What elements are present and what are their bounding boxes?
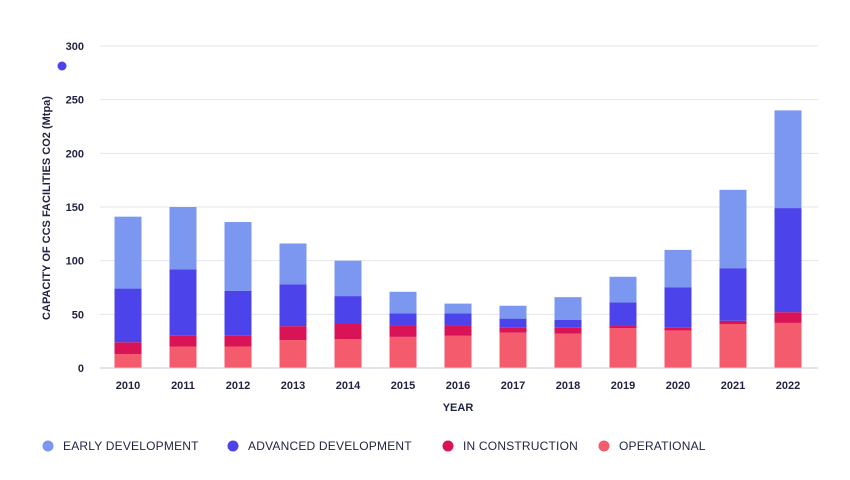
bar-2015-in-construction (389, 325, 417, 337)
y-tick-250: 250 (66, 95, 84, 107)
bar-2010-operational (114, 354, 142, 368)
bar-2015-early-development (389, 291, 417, 314)
y-tick-300: 300 (66, 41, 84, 53)
y-tick-200: 200 (66, 148, 84, 160)
bar-2013-early-development (279, 243, 307, 285)
y-tick-150: 150 (66, 202, 84, 214)
legend: EARLY DEVELOPMENT ADVANCED DEVELOPMENT IN … (42, 439, 706, 453)
bar-2018-operational (554, 333, 582, 368)
bar-2013-advanced-development (279, 284, 307, 327)
legend-label-operational: OPERATIONAL (619, 439, 706, 453)
x-tick-2021: 2021 (721, 380, 745, 392)
bar-2021-early-development (719, 189, 747, 269)
legend-swatch-in-construction (442, 440, 454, 452)
gridlines (100, 45, 818, 315)
x-axis-ticks: 2010 2011 2012 2013 2014 2015 2016 2017 2018 2019… (116, 380, 800, 392)
bar-2014-operational (334, 339, 362, 368)
bar-2012-early-development (224, 222, 252, 291)
x-tick-2011: 2011 (171, 380, 195, 392)
bar-2019-in-construction (609, 325, 637, 329)
bar-2019-advanced-development (609, 302, 637, 326)
x-tick-2016: 2016 (446, 380, 470, 392)
bar-2018-in-construction (554, 327, 582, 334)
bar-2021-advanced-development (719, 268, 747, 321)
bar-2016-operational (444, 335, 472, 368)
bar-2018-early-development (554, 297, 582, 320)
bar-2019-early-development (609, 276, 637, 303)
bar-2017-operational (499, 332, 527, 368)
bar-2022-in-construction (774, 312, 802, 323)
legend-swatch-operational (598, 440, 610, 452)
bar-stacks (114, 110, 802, 368)
bar-2010-advanced-development (114, 288, 142, 343)
y-tick-0: 0 (78, 363, 84, 375)
bar-2014-early-development (334, 260, 362, 297)
bar-2021-operational (719, 323, 747, 368)
bar-2020-early-development (664, 249, 692, 288)
x-tick-2010: 2010 (116, 380, 140, 392)
legend-label-advanced-development: ADVANCED DEVELOPMENT (248, 439, 412, 453)
bar-2015-advanced-development (389, 313, 417, 326)
x-tick-2022: 2022 (776, 380, 800, 392)
y-axis-title: CAPACITY OF CCS FACILITIES CO2 (Mtpa) (41, 96, 53, 320)
bar-2012-operational (224, 346, 252, 368)
x-tick-2018: 2018 (556, 380, 580, 392)
bar-2016-advanced-development (444, 313, 472, 326)
bar-2012-advanced-development (224, 290, 252, 336)
bar-2017-advanced-development (499, 318, 527, 328)
x-tick-2012: 2012 (226, 380, 250, 392)
bar-2013-operational (279, 340, 307, 368)
bar-2020-advanced-development (664, 287, 692, 328)
legend-label-early-development: EARLY DEVELOPMENT (63, 439, 199, 453)
legend-label-in-construction: IN CONSTRUCTION (463, 439, 578, 453)
bar-2011-in-construction (169, 335, 197, 347)
bar-2015-operational (389, 336, 417, 368)
bar-2017-early-development (499, 305, 527, 319)
bar-2013-in-construction (279, 326, 307, 341)
bar-2022-early-development (774, 110, 802, 209)
y-tick-100: 100 (66, 256, 84, 268)
bar-2011-operational (169, 346, 197, 368)
bar-2010-early-development (114, 216, 142, 289)
bar-2022-operational (774, 322, 802, 368)
bar-2020-in-construction (664, 327, 692, 331)
x-tick-2014: 2014 (336, 380, 361, 392)
bar-2011-early-development (169, 207, 197, 270)
x-tick-2020: 2020 (666, 380, 690, 392)
y-tick-50: 50 (72, 309, 84, 321)
legend-swatch-advanced-development (227, 440, 239, 452)
bar-2017-in-construction (499, 327, 527, 333)
bar-2019-operational (609, 328, 637, 368)
bar-2016-early-development (444, 303, 472, 314)
bar-2010-in-construction (114, 342, 142, 355)
bar-2014-advanced-development (334, 296, 362, 324)
x-tick-2013: 2013 (281, 380, 305, 392)
bar-2011-advanced-development (169, 269, 197, 336)
bar-2020-operational (664, 330, 692, 368)
bar-2016-in-construction (444, 325, 472, 336)
bar-2022-advanced-development (774, 208, 802, 313)
bar-2012-in-construction (224, 335, 252, 347)
y-axis-ticks: 0 50 100 150 200 250 300 (66, 41, 84, 375)
x-tick-2019: 2019 (611, 380, 635, 392)
x-tick-2015: 2015 (391, 380, 415, 392)
bar-2018-advanced-development (554, 319, 582, 328)
x-axis-title: YEAR (443, 402, 474, 414)
y-axis-marker-dot (57, 61, 67, 71)
bar-2014-in-construction (334, 323, 362, 340)
bar-2021-in-construction (719, 320, 747, 324)
x-tick-2017: 2017 (501, 380, 525, 392)
legend-swatch-early-development (42, 440, 54, 452)
